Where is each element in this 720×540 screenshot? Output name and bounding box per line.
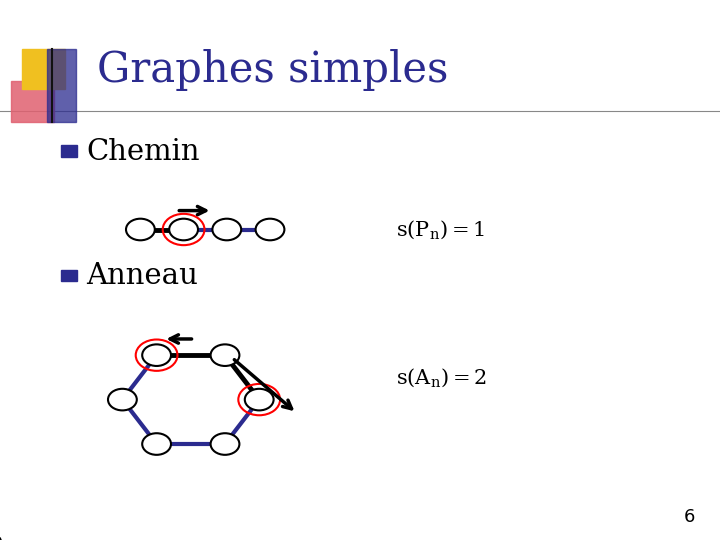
Bar: [61, 269, 77, 281]
Circle shape: [256, 219, 284, 240]
Circle shape: [210, 345, 239, 366]
Circle shape: [143, 433, 171, 455]
Text: $\mathregular{s(A_n) = 2}$: $\mathregular{s(A_n) = 2}$: [396, 367, 487, 389]
Text: Anneau: Anneau: [86, 262, 198, 291]
Circle shape: [169, 219, 198, 240]
Bar: [61, 145, 77, 157]
Text: $\mathregular{s(P_n) = 1}$: $\mathregular{s(P_n) = 1}$: [396, 218, 485, 241]
Circle shape: [143, 345, 171, 366]
Circle shape: [108, 389, 137, 410]
Circle shape: [212, 219, 241, 240]
Circle shape: [126, 219, 155, 240]
Text: Graphes simples: Graphes simples: [97, 49, 449, 91]
Bar: [22, 49, 65, 89]
Circle shape: [245, 389, 274, 410]
Text: 6: 6: [683, 509, 695, 526]
Circle shape: [210, 433, 239, 455]
Bar: [47, 49, 76, 122]
Bar: [11, 81, 54, 122]
Text: Chemin: Chemin: [86, 138, 200, 166]
FancyArrow shape: [0, 538, 1, 540]
